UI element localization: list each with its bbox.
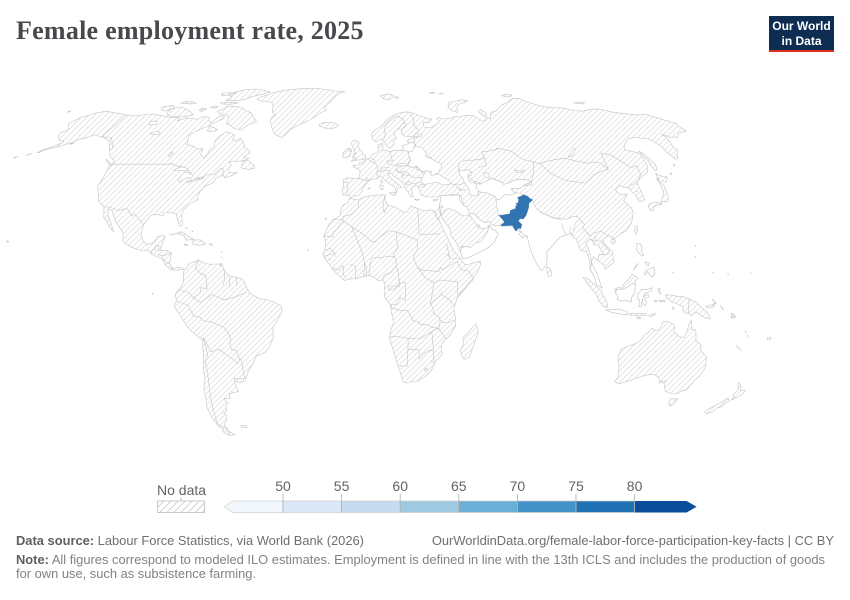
svg-text:70: 70	[510, 478, 526, 494]
svg-text:No data: No data	[157, 482, 206, 498]
svg-text:60: 60	[392, 478, 408, 494]
svg-text:55: 55	[334, 478, 350, 494]
svg-text:50: 50	[275, 478, 291, 494]
svg-text:80: 80	[627, 478, 643, 494]
svg-text:75: 75	[568, 478, 584, 494]
svg-text:65: 65	[451, 478, 467, 494]
